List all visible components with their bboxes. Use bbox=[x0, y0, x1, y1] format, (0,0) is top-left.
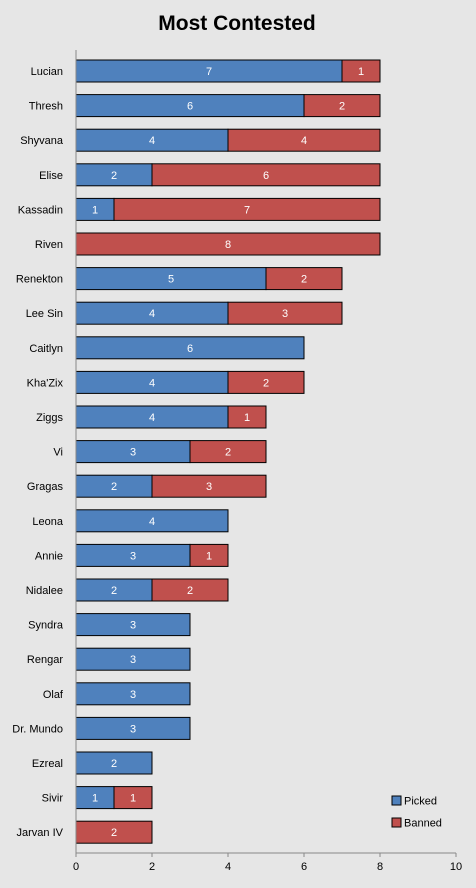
data-label: 2 bbox=[339, 101, 345, 113]
bar-segment-banned bbox=[227, 405, 267, 429]
category-label: Rengar bbox=[27, 654, 63, 666]
x-axis: 0 2 4 6 8 10 bbox=[73, 50, 462, 873]
category-label: Shyvana bbox=[20, 135, 64, 147]
category-label: Riven bbox=[35, 239, 63, 251]
data-label: 6 bbox=[187, 343, 193, 355]
category-label: Thresh bbox=[29, 101, 63, 113]
data-label: 4 bbox=[149, 308, 155, 320]
x-tick-label: 10 bbox=[450, 861, 462, 873]
data-label: 2 bbox=[111, 827, 117, 839]
data-label: 1 bbox=[206, 550, 212, 562]
data-label: 1 bbox=[130, 793, 136, 805]
category-label: Kassadin bbox=[18, 204, 63, 216]
data-label: 7 bbox=[206, 66, 212, 78]
x-tick-label: 0 bbox=[73, 861, 79, 873]
bar-segment-banned bbox=[189, 543, 229, 567]
category-label: Lee Sin bbox=[26, 308, 63, 320]
data-label: 4 bbox=[149, 412, 155, 424]
data-label: 4 bbox=[149, 135, 155, 147]
data-label: 3 bbox=[130, 723, 136, 735]
data-label: 1 bbox=[358, 66, 364, 78]
category-label: Annie bbox=[35, 550, 63, 562]
data-label: 2 bbox=[301, 274, 307, 286]
legend: Picked Banned bbox=[391, 795, 442, 830]
bar-segment-banned bbox=[227, 128, 381, 152]
category-label: Elise bbox=[39, 170, 63, 182]
category-label: Sivir bbox=[42, 793, 64, 805]
category-label: Ezreal bbox=[32, 758, 63, 770]
data-label: 4 bbox=[149, 377, 155, 389]
category-label: Renekton bbox=[16, 274, 63, 286]
data-label: 1 bbox=[244, 412, 250, 424]
data-label: 3 bbox=[130, 447, 136, 459]
bar-segment-banned bbox=[151, 163, 381, 187]
data-label: 4 bbox=[149, 516, 155, 528]
data-label: 2 bbox=[263, 377, 269, 389]
data-label: 2 bbox=[111, 170, 117, 182]
category-label: Leona bbox=[32, 516, 63, 528]
category-label: Caitlyn bbox=[29, 343, 63, 355]
data-label: 6 bbox=[263, 170, 269, 182]
legend-label-picked: Picked bbox=[404, 796, 437, 808]
data-label: 3 bbox=[282, 308, 288, 320]
bar-segment-banned bbox=[303, 94, 381, 118]
category-label: Jarvan IV bbox=[17, 827, 64, 839]
legend-label-banned: Banned bbox=[404, 818, 442, 830]
category-label: Vi bbox=[53, 447, 63, 459]
x-tick-label: 6 bbox=[301, 861, 307, 873]
data-label: 3 bbox=[130, 654, 136, 666]
data-label: 1 bbox=[92, 204, 98, 216]
bar-segment-banned bbox=[341, 59, 381, 83]
bar-segment-banned bbox=[113, 197, 381, 221]
data-label: 8 bbox=[225, 239, 231, 251]
data-label: 1 bbox=[92, 793, 98, 805]
bar-segment-banned bbox=[227, 370, 305, 394]
category-label: Kha'Zix bbox=[27, 377, 64, 389]
bar-segment-banned bbox=[265, 267, 343, 291]
legend-swatch-banned bbox=[391, 817, 402, 828]
x-tick-label: 2 bbox=[149, 861, 155, 873]
bar-segment-banned bbox=[227, 301, 343, 325]
data-label: 3 bbox=[130, 689, 136, 701]
category-label: Dr. Mundo bbox=[12, 723, 63, 735]
category-label: Olaf bbox=[43, 689, 64, 701]
bar-segment-banned bbox=[151, 578, 229, 602]
category-label: Lucian bbox=[31, 66, 63, 78]
data-label: 3 bbox=[130, 550, 136, 562]
bar-segment-banned bbox=[113, 786, 153, 810]
data-label: 2 bbox=[111, 758, 117, 770]
data-label: 2 bbox=[111, 585, 117, 597]
data-label: 6 bbox=[187, 101, 193, 113]
category-label: Ziggs bbox=[36, 412, 63, 424]
chart-title: Most Contested bbox=[158, 12, 316, 35]
category-label: Nidalee bbox=[26, 585, 63, 597]
data-label: 5 bbox=[168, 274, 174, 286]
data-label: 4 bbox=[301, 135, 307, 147]
bar-segment-banned bbox=[151, 474, 267, 498]
bars-layer: 7 1 6 2 4 4 2 6 1 7 8 5 2 4 3 6 4 2 4 1 3 2 2 3 4 3 1 2 2 3 3 3 3 2 1 1 2 bbox=[75, 59, 381, 844]
x-tick-label: 4 bbox=[225, 861, 231, 873]
x-tick-label: 8 bbox=[377, 861, 383, 873]
data-label: 7 bbox=[244, 204, 250, 216]
data-label: 2 bbox=[111, 481, 117, 493]
category-label: Gragas bbox=[27, 481, 64, 493]
data-label: 3 bbox=[130, 620, 136, 632]
category-labels: Lucian Thresh Shyvana Elise Kassadin Riven Ren… bbox=[12, 66, 64, 839]
data-label: 2 bbox=[187, 585, 193, 597]
data-label: 2 bbox=[225, 447, 231, 459]
category-label: Syndra bbox=[28, 620, 64, 632]
data-label: 3 bbox=[206, 481, 212, 493]
legend-swatch-picked bbox=[391, 795, 402, 806]
bar-segment-banned bbox=[189, 440, 267, 464]
